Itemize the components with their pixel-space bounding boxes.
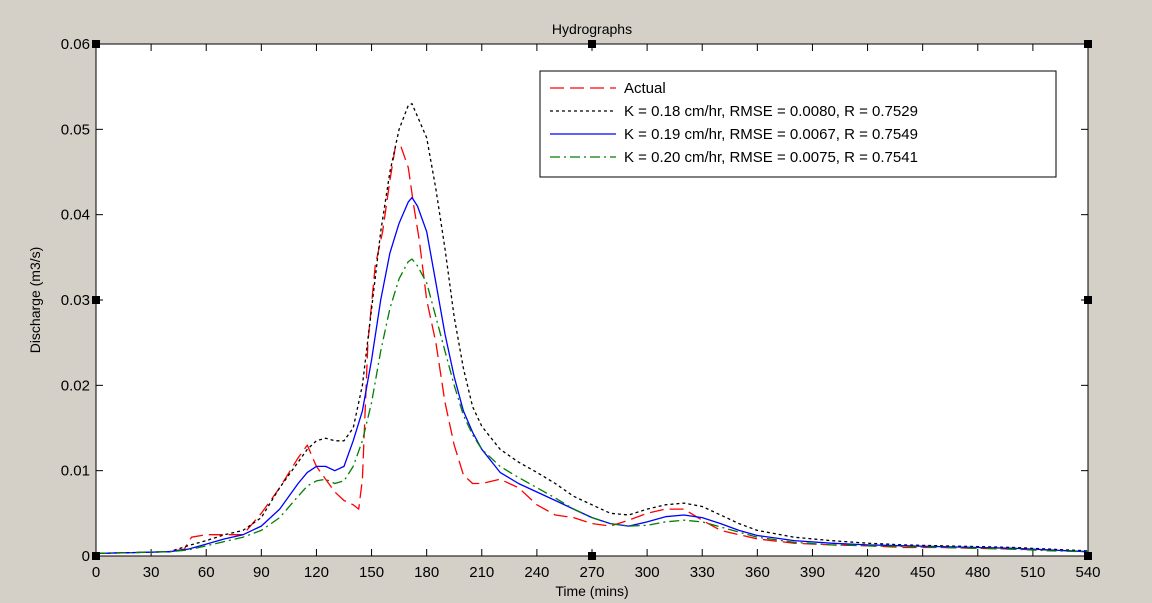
y-axis-title: Discharge (m3/s) (27, 247, 43, 354)
x-tick-label: 480 (965, 564, 990, 581)
x-tick-label: 60 (198, 564, 215, 581)
x-tick-label: 450 (910, 564, 935, 581)
y-tick-label: 0.01 (61, 463, 90, 480)
x-tick-label: 120 (304, 564, 329, 581)
y-tick-label: 0.02 (61, 377, 90, 394)
legend-label-3: K = 0.19 cm/hr, RMSE = 0.0067, R = 0.754… (624, 126, 918, 143)
selection-handle (92, 296, 100, 304)
selection-handle (1084, 296, 1092, 304)
x-tick-label: 210 (469, 564, 494, 581)
x-tick-label: 510 (1020, 564, 1045, 581)
legend-label-2: K = 0.18 cm/hr, RMSE = 0.0080, R = 0.752… (624, 103, 918, 120)
x-tick-label: 270 (579, 564, 604, 581)
x-tick-label: 420 (855, 564, 880, 581)
x-tick-label: 300 (635, 564, 660, 581)
selection-handle (1084, 40, 1092, 48)
x-tick-label: 30 (143, 564, 160, 581)
y-tick-label: 0 (82, 548, 90, 565)
x-tick-label: 360 (745, 564, 770, 581)
legend-label-1: Actual (624, 80, 666, 97)
x-tick-label: 540 (1075, 564, 1100, 581)
x-tick-label: 150 (359, 564, 384, 581)
y-tick-label: 0.04 (61, 207, 90, 224)
chart-title: Hydrographs (552, 21, 632, 37)
legend-label-4: K = 0.20 cm/hr, RMSE = 0.0075, R = 0.754… (624, 149, 918, 166)
y-tick-label: 0.06 (61, 36, 90, 53)
x-axis-title: Time (mins) (555, 583, 628, 599)
x-tick-label: 240 (524, 564, 549, 581)
selection-handle (92, 552, 100, 560)
x-tick-label: 390 (800, 564, 825, 581)
x-tick-label: 90 (253, 564, 270, 581)
legend: Actual K = 0.18 cm/hr, RMSE = 0.0080, R =… (540, 71, 1056, 177)
y-tick-label: 0.05 (61, 121, 90, 138)
selection-handle (588, 40, 596, 48)
y-tick-label: 0.03 (61, 292, 90, 309)
x-tick-label: 330 (690, 564, 715, 581)
selection-handle (588, 552, 596, 560)
selection-handle (92, 40, 100, 48)
x-tick-label: 180 (414, 564, 439, 581)
x-tick-label: 0 (92, 564, 100, 581)
selection-handle (1084, 552, 1092, 560)
